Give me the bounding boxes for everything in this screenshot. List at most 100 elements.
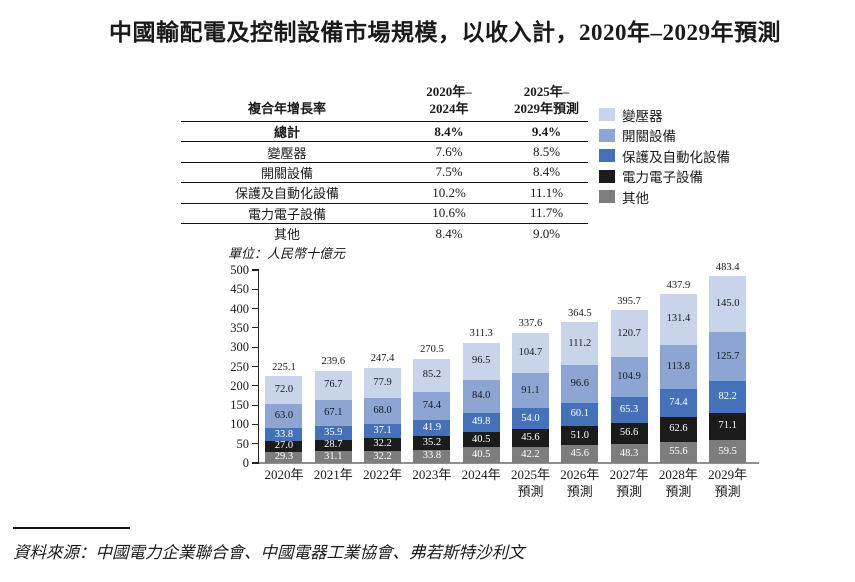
bar-segment: 31.1 [314, 451, 352, 463]
y-axis-tick-label: 0 [242, 456, 249, 470]
y-axis-tick-label: 200 [230, 378, 249, 393]
bar-segment: 45.6 [511, 429, 549, 447]
bar-segment: 32.2 [364, 450, 402, 463]
unit-label: 單位：人民幣十億元 [228, 246, 346, 261]
bar-total-label: 395.7 [617, 295, 641, 307]
legend-swatch-icon [599, 169, 615, 183]
bar-segment: 33.8 [265, 428, 303, 442]
bar-segment: 32.2 [364, 438, 402, 451]
cagr-cell-label: 變壓器 [267, 145, 307, 161]
cagr-row: 總計 8.4% 9.4% [181, 122, 588, 143]
legend-swatch-icon [599, 149, 615, 163]
cagr-table-header-row: 複合年增長率 2020年– 2024年 2025年– 2029年預測 [181, 82, 588, 122]
page-title: 中國輸配電及控制設備市場規模，以收入計，2020年–2029年預測 [109, 20, 781, 45]
bar-segment: 35.2 [413, 436, 451, 450]
cagr-header-2025-2029: 2025年– 2029年預測 [513, 83, 579, 117]
cagr-row: 電力電子設備 10.6% 11.7% [181, 204, 588, 224]
cagr-row: 其他 8.4% 9.0% [181, 224, 588, 243]
stacked-bar: 131.4 113.8 74.4 62.6 55.6 [659, 294, 697, 463]
bar-total-label: 337.6 [518, 318, 543, 330]
x-axis-label-forecast: 預測 [517, 483, 544, 499]
bar-total-label: 225.1 [272, 361, 296, 373]
cagr-cell-2020-2024: 7.6% [435, 144, 463, 160]
cagr-cell-2025-2029: 8.4% [532, 164, 561, 180]
y-axis-tick [252, 462, 259, 464]
x-axis-label: 2024年 [461, 467, 501, 482]
bar-segment: 33.8 [413, 449, 451, 463]
stacked-bar: 120.7 104.9 65.3 56.6 48.3 [610, 310, 648, 463]
y-axis-tick-label: 100 [230, 417, 249, 432]
stacked-bar: 85.2 74.4 41.9 35.2 33.8 [413, 358, 451, 463]
bar-group: 364.5 111.2 96.6 60.1 51.0 45.6 [555, 308, 604, 463]
bar-segment: 113.8 [659, 344, 697, 389]
bar-segment: 41.9 [413, 420, 451, 437]
cagr-row: 保護及自動化設備 10.2% 11.1% [181, 183, 588, 204]
cagr-table: 複合年增長率 2020年– 2024年 2025年– 2029年預測 總計 8.4… [181, 82, 588, 243]
bar-segment: 28.7 [314, 440, 352, 451]
cagr-cell-2020-2024: 8.4% [434, 123, 464, 139]
y-axis-tick [252, 327, 259, 329]
bar-segment: 42.2 [511, 446, 549, 463]
bar-segment: 91.1 [511, 373, 549, 409]
bar-total-label: 311.3 [469, 328, 493, 340]
x-axis-label: 2027年 預測 [595, 467, 664, 501]
y-axis-tick-label: 150 [230, 398, 249, 413]
bar-segment: 96.6 [561, 365, 599, 403]
x-axis-label-forecast: 預測 [616, 483, 643, 499]
cagr-cell-label: 開關設備 [260, 165, 313, 181]
y-axis-tick-label: 450 [230, 282, 249, 297]
y-axis-tick [252, 308, 259, 310]
legend-item: 開關設備 [599, 128, 730, 144]
cagr-cell-2025-2029: 11.7% [529, 205, 564, 221]
bar-total-label: 437.9 [666, 279, 691, 291]
y-axis-tick-label: 50 [236, 436, 250, 451]
bar-group: 337.6 104.7 91.1 54.0 45.6 42.2 [506, 318, 555, 463]
bar-segment: 63.0 [265, 403, 303, 429]
source-note: 資料來源：中國電力企業聯合會、中國電器工業協會、弗若斯特沙利文 [13, 543, 525, 562]
bar-segment: 131.4 [659, 294, 697, 345]
x-axis-label: 2025年 預測 [496, 467, 565, 501]
bar-segment: 62.6 [659, 417, 697, 442]
cagr-header-2020-2024: 2020年– 2024年 [426, 83, 472, 117]
bar-group: 247.4 77.9 68.0 37.1 32.2 32.2 [358, 353, 407, 463]
bar-segment: 82.2 [709, 380, 747, 413]
y-axis-tick-label: 250 [230, 359, 249, 374]
bar-segment: 76.7 [314, 370, 352, 401]
x-axis-label: 2028年 預測 [644, 467, 713, 501]
x-axis-line [258, 461, 759, 465]
x-axis-label-year: 2026年 [560, 467, 600, 482]
bar-segment: 74.4 [413, 391, 451, 421]
bar-segment: 96.5 [462, 342, 500, 381]
cagr-cell-label: 電力電子設備 [247, 206, 326, 222]
bar-total-label: 483.4 [715, 261, 740, 273]
bar-segment: 74.4 [659, 388, 697, 418]
stacked-bar: 72.0 63.0 33.8 27.0 29.3 [265, 376, 303, 463]
cagr-header-metric: 複合年增長率 [247, 101, 326, 117]
bar-segment: 145.0 [709, 276, 747, 333]
legend-item: 變壓器 [599, 108, 730, 124]
x-axis-label-year: 2025年 [510, 467, 550, 482]
cagr-cell-label: 保護及自動化設備 [234, 186, 339, 202]
stacked-bar: 145.0 125.7 82.2 71.1 59.5 [709, 276, 747, 463]
bar-segment: 111.2 [561, 322, 599, 366]
stacked-bar: 77.9 68.0 37.1 32.2 32.2 [364, 367, 402, 463]
bar-total-label: 364.5 [567, 307, 592, 319]
y-axis-tick [252, 423, 259, 425]
bar-segment: 68.0 [364, 397, 402, 424]
bar-segment: 65.3 [610, 397, 648, 423]
x-axis-label: 2022年 [363, 467, 403, 482]
bar-segment: 55.6 [659, 441, 697, 463]
cagr-cell-2025-2029: 8.5% [532, 144, 561, 160]
source-divider [13, 527, 130, 529]
bar-segment: 72.0 [265, 376, 303, 404]
bar-segment: 51.0 [561, 425, 599, 446]
cagr-cell-2020-2024: 10.2% [432, 184, 466, 200]
bar-group: 483.4 145.0 125.7 82.2 71.1 59.5 [703, 262, 752, 463]
bar-segment: 40.5 [462, 447, 500, 463]
stacked-bar: 96.5 84.0 49.8 40.5 40.5 [462, 342, 500, 463]
bar-segment: 120.7 [610, 310, 648, 357]
bar-segment: 84.0 [462, 380, 500, 413]
bar-segment: 67.1 [314, 400, 352, 427]
legend-label: 其他 [622, 190, 649, 206]
